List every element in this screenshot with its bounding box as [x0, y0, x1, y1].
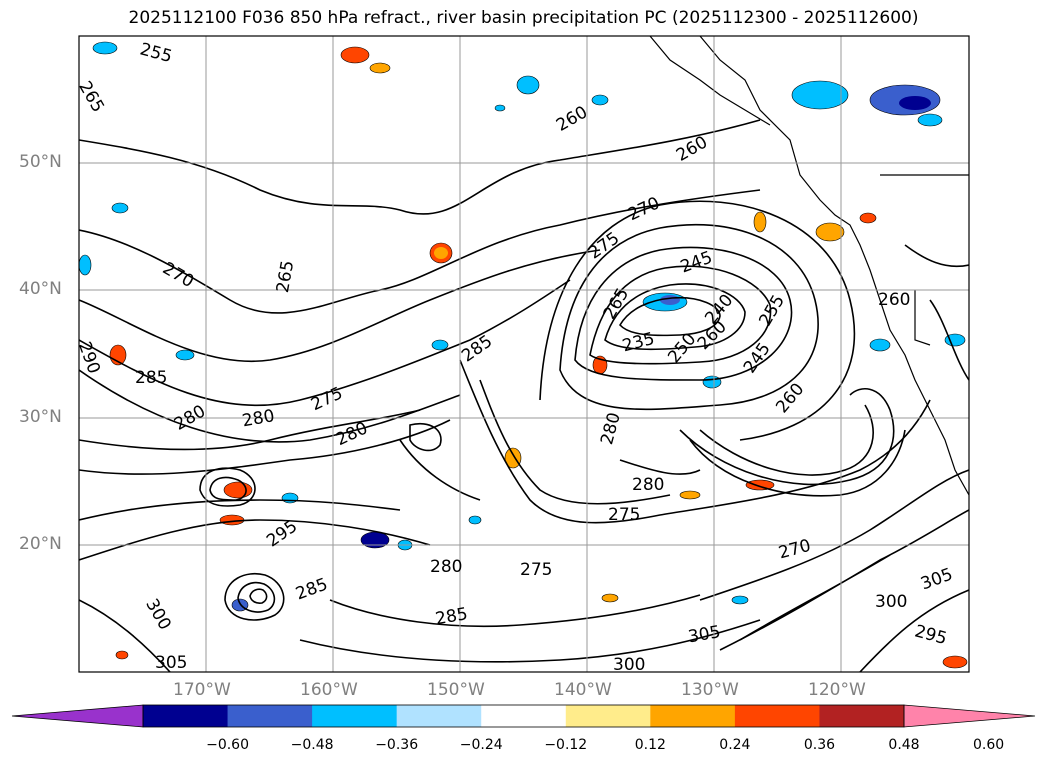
- colorbar-swatch: [734, 705, 820, 727]
- colorbar-tick-label: −0.12: [544, 737, 588, 753]
- lon-label-170w: 170°W: [173, 680, 231, 700]
- colorbar-tick-label: 0.36: [803, 737, 836, 753]
- lon-label-150w: 150°W: [427, 680, 485, 700]
- chart-title: 2025112100 F036 850 hPa refract., river …: [128, 8, 919, 28]
- colorbar-tick-label: 0.48: [888, 737, 920, 753]
- map-frame: [78, 35, 970, 673]
- colorbar-swatch: [650, 705, 736, 727]
- contour-label: 275: [520, 560, 552, 580]
- colorbar-swatch: [819, 705, 905, 727]
- colorbar-tick-label: 0.60: [972, 737, 1005, 753]
- colorbar-extend-low: [11, 704, 144, 728]
- refractivity-contours: [79, 119, 969, 672]
- colorbar-tick-label: −0.48: [290, 737, 334, 753]
- colorbar-swatch: [396, 705, 482, 727]
- contour-label: 280: [430, 557, 462, 577]
- colorbar: [11, 704, 1036, 728]
- colorbar-swatch: [227, 705, 313, 727]
- graticule: [79, 36, 969, 672]
- colorbar-swatch: [565, 705, 651, 727]
- lat-label-20n: 20°N: [19, 534, 62, 554]
- lat-label-30n: 30°N: [19, 407, 62, 427]
- lat-label-40n: 40°N: [19, 279, 62, 299]
- coastlines: [649, 36, 969, 496]
- colorbar-swatch: [312, 705, 398, 727]
- lon-label-140w: 140°W: [554, 680, 612, 700]
- colorbar-tick-label: −0.60: [206, 737, 249, 753]
- contour-label: 300: [875, 592, 907, 612]
- contour-label: 285: [135, 368, 167, 388]
- map-background: [79, 36, 969, 672]
- contour-label: 305: [155, 653, 187, 673]
- lon-label-120w: 120°W: [808, 680, 866, 700]
- lon-label-130w: 130°W: [681, 680, 739, 700]
- colorbar-tick-label: 0.24: [719, 737, 751, 753]
- colorbar-swatch: [143, 705, 229, 727]
- colorbar-frame: [142, 704, 905, 728]
- colorbar-swatch: [481, 705, 567, 727]
- contour-label: 275: [608, 505, 640, 525]
- lon-label-160w: 160°W: [300, 680, 358, 700]
- contour-label: 260: [878, 290, 910, 310]
- colorbar-tick-label: −0.36: [375, 737, 419, 753]
- colorbar-tick-label: −0.24: [459, 737, 503, 753]
- contour-label: 300: [613, 655, 645, 675]
- contour-label: 280: [632, 475, 664, 495]
- lat-label-50n: 50°N: [19, 152, 62, 172]
- colorbar-extend-high: [903, 704, 1036, 728]
- colorbar-tick-label: 0.12: [634, 737, 666, 753]
